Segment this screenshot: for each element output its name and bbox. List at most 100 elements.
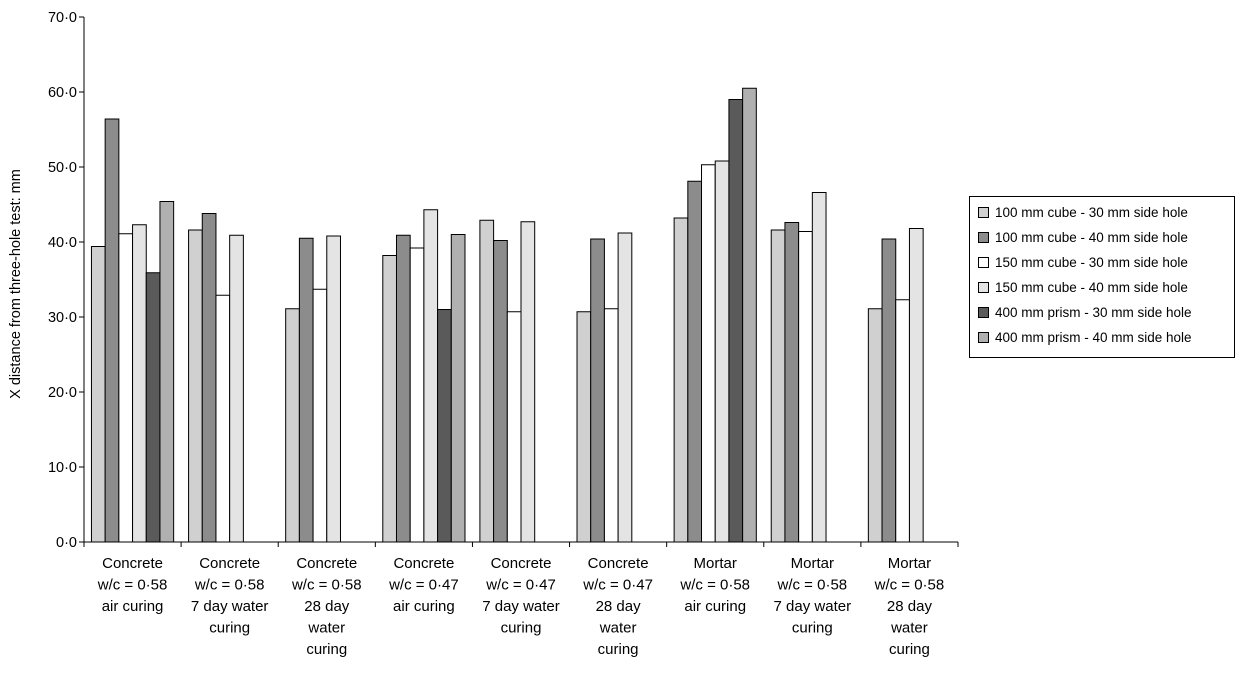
bars [90, 87, 924, 543]
x-category-label-line: w/c = 0·58 [97, 577, 168, 594]
x-category-label-line: curing [501, 620, 542, 637]
bar [770, 229, 786, 543]
y-tick-label: 50·0 [48, 160, 77, 176]
y-tick-label: 10·0 [48, 460, 77, 476]
bar [423, 209, 439, 543]
legend-swatch [978, 331, 989, 343]
x-category-label-line: curing [306, 641, 347, 658]
x-category-label-line: w/c = 0·58 [874, 577, 945, 594]
x-category-label-line: 28 day [596, 598, 642, 615]
x-category-label-line: w/c = 0·47 [485, 577, 556, 594]
x-category-label-line: w/c = 0·47 [388, 577, 459, 594]
x-category-label-line: 7 day water [774, 598, 852, 615]
x-category-label-line: 28 day [304, 598, 350, 615]
bar [798, 231, 813, 543]
x-category-label-line: Mortar [791, 555, 834, 572]
bar [90, 246, 106, 543]
x-category-label-line: w/c = 0·47 [582, 577, 653, 594]
bar [784, 222, 800, 543]
y-tick-label: 20·0 [48, 385, 77, 401]
y-tick-label: 0·0 [56, 535, 77, 551]
x-category-label: Mortar w/c = 0·58 air curing [679, 555, 750, 615]
bar [687, 180, 703, 543]
bar [298, 237, 314, 543]
legend-swatch [978, 281, 989, 293]
legend-item: 100 mm cube - 40 mm side hole [978, 227, 1188, 247]
bar [450, 234, 466, 543]
bar [382, 255, 397, 543]
x-category-label-line: Mortar [888, 555, 931, 572]
x-category-label: Concrete w/c = 0·58 28 day water curing [291, 555, 362, 658]
legend-item: 150 mm cube - 40 mm side hole [978, 277, 1188, 297]
x-category-label-line: Concrete [296, 555, 357, 572]
bar [908, 228, 924, 543]
bar [701, 164, 716, 543]
x-category-label-line: air curing [102, 598, 164, 615]
bar [811, 192, 827, 543]
y-tick-label: 40·0 [48, 235, 77, 251]
x-category-label: Concrete w/c = 0·58 air curing [97, 555, 168, 615]
x-category-label-line: air curing [393, 598, 455, 615]
legend-swatch [978, 206, 989, 218]
legend-label: 100 mm cube - 30 mm side hole [995, 204, 1188, 220]
x-category-label-line: Concrete [199, 555, 260, 572]
bar [145, 272, 161, 543]
x-category-label: Mortar w/c = 0·58 28 day water curing [874, 555, 945, 658]
legend-swatch [978, 256, 989, 268]
x-axis-ticks [83, 542, 959, 547]
bar [201, 213, 217, 543]
legend-label: 400 mm prism - 30 mm side hole [995, 304, 1192, 320]
legend-item: 100 mm cube - 30 mm side hole [978, 202, 1188, 222]
y-tick-label: 70·0 [48, 10, 77, 26]
x-category-label-line: Concrete [102, 555, 163, 572]
bar [493, 240, 508, 543]
x-category-label-line: curing [598, 641, 639, 658]
bar [437, 309, 452, 543]
bar [409, 247, 425, 543]
bar [159, 201, 175, 543]
legend-swatch [978, 306, 989, 318]
x-category-label-line: 7 day water [482, 598, 560, 615]
legend-item: 400 mm prism - 30 mm side hole [978, 302, 1192, 322]
bar [881, 238, 897, 543]
x-category-label-line: curing [792, 620, 833, 637]
x-category-label-line: Mortar [694, 555, 737, 572]
bar [312, 288, 328, 543]
bar [132, 224, 147, 543]
x-category-label: Concrete w/c = 0·58 7 day water curing [191, 555, 269, 637]
legend-label: 100 mm cube - 40 mm side hole [995, 229, 1188, 245]
bar [742, 87, 757, 543]
bar [728, 99, 744, 543]
x-category-label-line: w/c = 0·58 [291, 577, 362, 594]
x-category-label-line: Concrete [491, 555, 552, 572]
bar [285, 308, 300, 543]
x-category-label-line: curing [889, 641, 930, 658]
bar [590, 238, 605, 543]
x-category-label-line: 7 day water [191, 598, 269, 615]
legend: 100 mm cube - 30 mm side hole 100 mm cube… [969, 196, 1235, 358]
x-axis-labels: Concrete w/c = 0·58 air curing Concrete w/c … [97, 555, 945, 658]
bar [104, 118, 120, 543]
bar [867, 308, 883, 543]
x-category-label-line: Concrete [588, 555, 649, 572]
bar [603, 308, 619, 543]
x-category-label-line: w/c = 0·58 [194, 577, 265, 594]
bar [229, 234, 244, 543]
y-axis-label: X distance from three-hole test: mm [8, 169, 24, 399]
x-category-label-line: water [890, 620, 928, 637]
axes [83, 17, 958, 543]
x-category-label-line: w/c = 0·58 [679, 577, 750, 594]
x-category-label-line: Concrete [393, 555, 454, 572]
bar [673, 217, 689, 543]
bar [617, 232, 633, 543]
y-tick-label: 60·0 [48, 85, 77, 101]
x-category-label-line: 28 day [887, 598, 933, 615]
x-category-label-line: water [599, 620, 637, 637]
x-category-label-line: curing [209, 620, 250, 637]
y-tick-label: 30·0 [48, 310, 77, 326]
legend-item: 400 mm prism - 40 mm side hole [978, 327, 1192, 347]
bar [188, 229, 203, 543]
legend-label: 150 mm cube - 30 mm side hole [995, 254, 1188, 270]
x-category-label-line: water [307, 620, 345, 637]
